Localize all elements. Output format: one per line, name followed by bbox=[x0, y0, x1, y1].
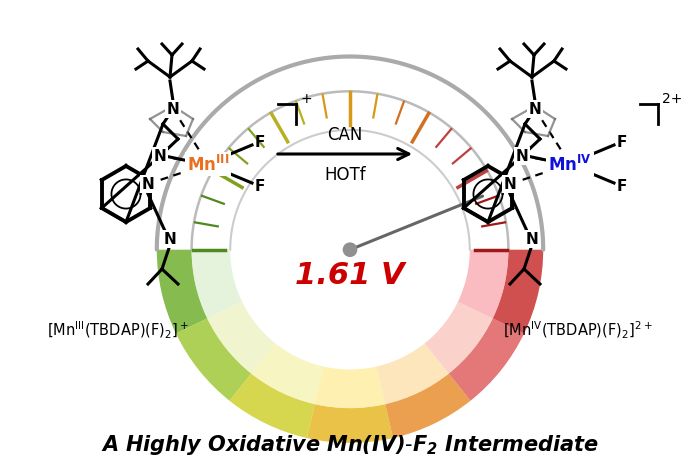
Wedge shape bbox=[449, 319, 524, 401]
Wedge shape bbox=[192, 250, 242, 319]
Text: $[\mathrm{Mn^{IV}(TBDAP)(F)_2]^{2+}}$: $[\mathrm{Mn^{IV}(TBDAP)(F)_2]^{2+}}$ bbox=[503, 319, 653, 340]
Wedge shape bbox=[307, 404, 393, 443]
Wedge shape bbox=[230, 374, 315, 438]
Text: 1.61 V: 1.61 V bbox=[295, 261, 405, 290]
Circle shape bbox=[343, 243, 357, 257]
Wedge shape bbox=[176, 319, 251, 401]
Text: F: F bbox=[617, 135, 627, 150]
Text: N: N bbox=[141, 177, 155, 192]
Text: $\bfit{A\ Highly\ Oxidative\ Mn(IV)\text{-}F_2\ Intermediate}$: $\bfit{A\ Highly\ Oxidative\ Mn(IV)\text… bbox=[101, 432, 599, 456]
Text: 2+: 2+ bbox=[662, 92, 682, 106]
Text: HOTf: HOTf bbox=[324, 166, 366, 184]
Text: $\bf{Mn^{IV}}$: $\bf{Mn^{IV}}$ bbox=[548, 155, 592, 175]
Text: F: F bbox=[617, 179, 627, 194]
Wedge shape bbox=[385, 374, 470, 438]
Text: N: N bbox=[167, 102, 179, 117]
Text: $[\mathrm{Mn^{III}(TBDAP)(F)_2]^+}$: $[\mathrm{Mn^{III}(TBDAP)(F)_2]^+}$ bbox=[47, 319, 189, 340]
Text: N: N bbox=[526, 232, 538, 247]
Text: CAN: CAN bbox=[328, 126, 363, 144]
Text: N: N bbox=[528, 102, 541, 117]
Wedge shape bbox=[425, 302, 493, 374]
Wedge shape bbox=[315, 367, 385, 408]
Wedge shape bbox=[157, 250, 207, 334]
Text: +: + bbox=[300, 92, 312, 106]
Text: N: N bbox=[153, 149, 167, 164]
Wedge shape bbox=[493, 250, 543, 334]
Text: N: N bbox=[516, 149, 528, 164]
Wedge shape bbox=[207, 302, 275, 374]
Text: N: N bbox=[503, 177, 517, 192]
Wedge shape bbox=[251, 344, 323, 404]
Text: $\bf{Mn^{III}}$: $\bf{Mn^{III}}$ bbox=[187, 155, 229, 175]
Text: F: F bbox=[255, 135, 265, 150]
Text: F: F bbox=[255, 179, 265, 194]
Wedge shape bbox=[458, 250, 508, 319]
Text: N: N bbox=[164, 232, 176, 247]
Wedge shape bbox=[377, 344, 449, 404]
